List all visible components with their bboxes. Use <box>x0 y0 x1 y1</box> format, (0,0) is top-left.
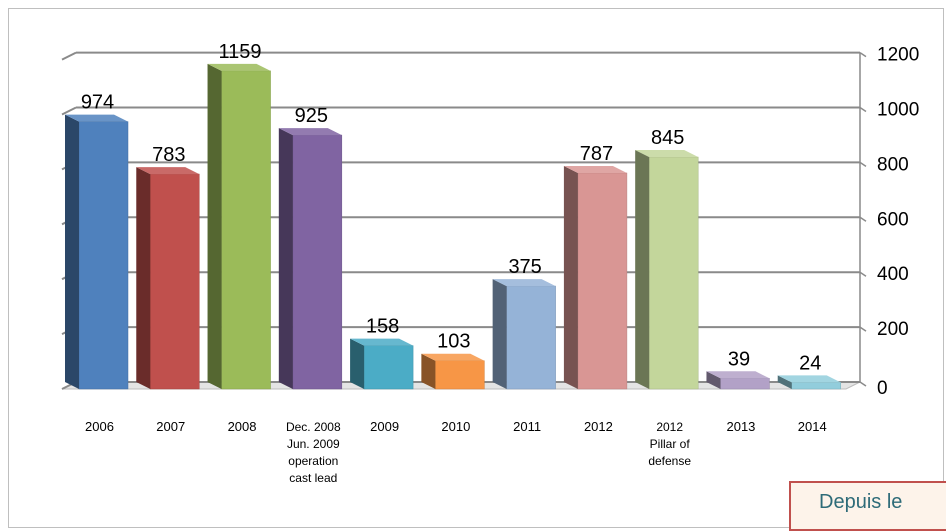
data-label: 925 <box>295 105 328 127</box>
x-tick-label: 2014 <box>798 419 827 434</box>
data-label: 1159 <box>219 41 262 63</box>
bar <box>648 156 699 390</box>
bar <box>150 173 200 390</box>
y-tick-label: 1200 <box>877 45 919 66</box>
bar-top <box>777 375 841 383</box>
data-label: 787 <box>580 143 613 165</box>
note-box: Depuis le <box>789 481 946 531</box>
bar <box>292 134 343 390</box>
bar-top <box>65 114 128 122</box>
x-tick-label: 2011 <box>513 419 541 434</box>
bar-top <box>635 150 699 158</box>
bar <box>720 378 770 390</box>
data-label: 783 <box>152 144 185 166</box>
bar-top <box>136 167 200 175</box>
y-tick-label: 600 <box>877 209 909 230</box>
bar-top <box>706 371 770 379</box>
bar-side <box>492 279 507 389</box>
y-tick-mark <box>859 161 867 168</box>
x-tick-label: 2007 <box>156 419 185 434</box>
bar <box>221 70 271 390</box>
bar-side <box>777 375 792 389</box>
bar-side <box>706 371 721 389</box>
bar-side <box>278 128 293 389</box>
bar-side <box>65 114 79 390</box>
x-tick-label: 2012 Pillar of defense <box>648 420 691 468</box>
bar-top <box>421 353 485 361</box>
bar-top <box>278 128 342 136</box>
gridline-side <box>61 106 77 116</box>
y-tick-mark <box>859 271 867 277</box>
bar-top <box>207 63 271 71</box>
y-tick-mark <box>859 326 867 332</box>
bar <box>791 382 841 390</box>
x-tick-label: 2008 <box>228 419 257 434</box>
y-tick-label: 0 <box>877 378 888 399</box>
data-label: 24 <box>799 352 821 374</box>
x-tick-label: 2006 <box>85 419 114 434</box>
bar-top <box>350 338 414 346</box>
y-tick-mark <box>859 381 867 387</box>
chart: 0 200 400 600 800 1000 1200 974 2006 783 2007 1159 2… <box>61 41 919 485</box>
bar <box>78 121 129 390</box>
y-tick-label: 800 <box>877 154 909 175</box>
bar-side <box>635 150 650 389</box>
bar <box>577 172 628 390</box>
x-tick-label: Dec. 2008 Jun. 2009 operation cast lead <box>286 420 341 485</box>
bar-top <box>563 165 627 173</box>
data-label: 39 <box>728 348 750 370</box>
data-label: 845 <box>651 127 684 149</box>
x-tick-label: 2013 <box>726 419 755 434</box>
y-tick-mark <box>859 106 867 113</box>
bar-top <box>492 279 556 287</box>
y-tick-label: 200 <box>877 319 909 340</box>
bar-side <box>136 167 151 389</box>
bar <box>363 345 414 390</box>
bar <box>506 285 556 390</box>
bar-side <box>350 338 365 389</box>
bar-side <box>563 165 578 389</box>
data-label: 375 <box>508 256 541 278</box>
y-tick-label: 1000 <box>877 100 919 121</box>
data-label: 103 <box>437 331 470 353</box>
data-label: 158 <box>366 316 399 338</box>
bar-side <box>207 63 222 390</box>
data-label: 974 <box>81 92 114 114</box>
bar-side <box>421 353 436 389</box>
note-text: Depuis le <box>819 491 903 513</box>
bar <box>435 360 485 390</box>
y-tick-mark <box>859 216 867 222</box>
x-tick-label: 2009 <box>370 419 399 434</box>
gridline-side <box>61 51 77 61</box>
y-tick-mark <box>859 51 867 58</box>
y-tick-label: 400 <box>877 264 909 285</box>
x-tick-label: 2010 <box>441 419 470 434</box>
x-tick-label: 2012 <box>584 419 613 434</box>
